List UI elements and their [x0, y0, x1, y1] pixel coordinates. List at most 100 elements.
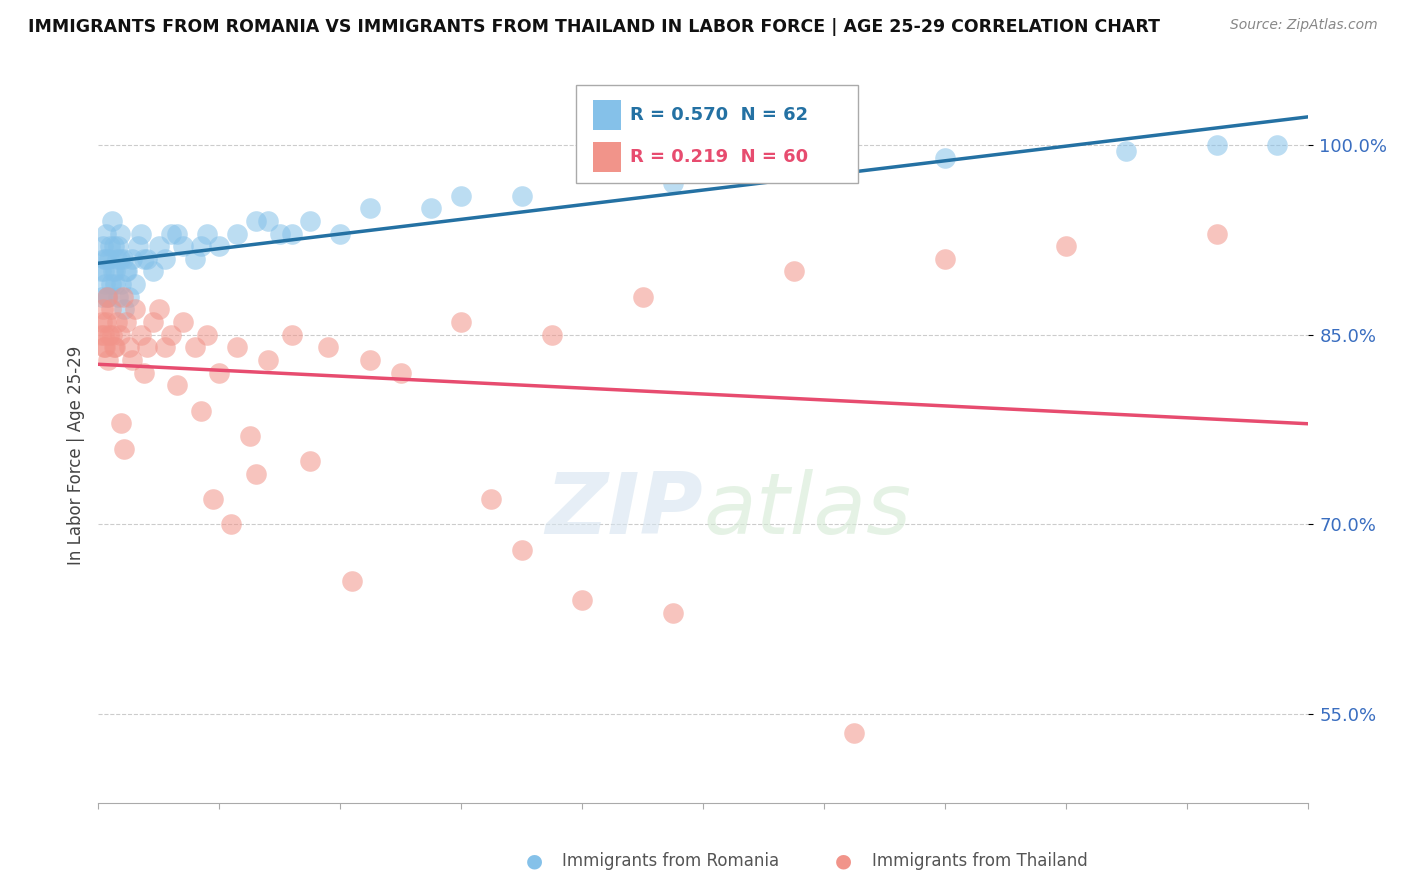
Point: [1054, 239, 1077, 253]
Point: [104, 340, 127, 354]
Point: [135, 252, 157, 266]
Point: [226, 227, 249, 241]
Y-axis label: In Labor Force | Age 25-29: In Labor Force | Age 25-29: [66, 345, 84, 565]
Point: [202, 492, 225, 507]
Text: Immigrants from Romania: Immigrants from Romania: [562, 852, 779, 870]
Point: [184, 340, 207, 354]
Point: [299, 214, 322, 228]
Point: [510, 542, 533, 557]
Point: [108, 252, 131, 266]
Point: [105, 252, 128, 266]
Point: [111, 290, 134, 304]
Point: [934, 252, 956, 266]
Point: [121, 353, 143, 368]
Point: [118, 290, 141, 304]
Point: [342, 574, 364, 589]
Point: [142, 315, 165, 329]
Text: atlas: atlas: [703, 469, 911, 552]
Point: [97, 290, 120, 304]
Point: [316, 340, 339, 354]
Point: [208, 366, 231, 380]
Point: [105, 315, 128, 329]
Point: [450, 188, 472, 202]
Point: [117, 264, 139, 278]
Point: [1267, 138, 1289, 153]
Point: [166, 378, 188, 392]
Point: [190, 239, 212, 253]
Text: R = 0.219  N = 60: R = 0.219 N = 60: [630, 148, 808, 166]
Text: R = 0.570  N = 62: R = 0.570 N = 62: [630, 106, 808, 124]
Point: [142, 264, 165, 278]
Point: [91, 290, 114, 304]
Point: [108, 227, 131, 241]
Point: [94, 340, 117, 354]
Point: [103, 340, 125, 354]
Text: ●: ●: [835, 851, 852, 871]
Text: Source: ZipAtlas.com: Source: ZipAtlas.com: [1230, 18, 1378, 32]
Point: [299, 454, 322, 468]
Point: [226, 340, 249, 354]
Point: [100, 214, 122, 228]
Point: [934, 151, 956, 165]
Point: [100, 277, 122, 292]
Point: [450, 315, 472, 329]
Point: [104, 264, 127, 278]
Point: [135, 340, 157, 354]
Point: [103, 239, 125, 253]
Point: [90, 327, 112, 342]
Point: [91, 302, 114, 317]
Text: ●: ●: [526, 851, 543, 871]
Point: [100, 327, 122, 342]
Point: [631, 290, 654, 304]
Point: [153, 340, 176, 354]
Point: [166, 227, 188, 241]
Point: [111, 252, 134, 266]
Point: [110, 277, 132, 292]
Point: [256, 353, 278, 368]
Point: [101, 264, 124, 278]
Point: [752, 163, 775, 178]
Point: [104, 277, 127, 292]
Point: [172, 315, 194, 329]
Text: Immigrants from Thailand: Immigrants from Thailand: [872, 852, 1087, 870]
Text: ZIP: ZIP: [546, 469, 703, 552]
Point: [112, 442, 135, 456]
Point: [98, 327, 121, 342]
Point: [93, 327, 115, 342]
Point: [110, 417, 132, 431]
Point: [93, 340, 115, 354]
Point: [389, 366, 412, 380]
Point: [661, 176, 683, 190]
Point: [100, 302, 122, 317]
Point: [118, 340, 141, 354]
Point: [132, 252, 155, 266]
Point: [281, 227, 304, 241]
Point: [148, 302, 170, 317]
Point: [195, 227, 218, 241]
Point: [239, 429, 262, 443]
Point: [245, 467, 267, 481]
Point: [94, 227, 117, 241]
Point: [93, 264, 115, 278]
Point: [97, 353, 120, 368]
Point: [184, 252, 207, 266]
Point: [98, 239, 121, 253]
Point: [96, 290, 118, 304]
Point: [540, 327, 562, 342]
Point: [124, 302, 146, 317]
Point: [93, 252, 115, 266]
Point: [571, 593, 593, 607]
Point: [96, 252, 118, 266]
Point: [91, 239, 114, 253]
Point: [221, 517, 243, 532]
Point: [107, 290, 129, 304]
Point: [112, 302, 135, 317]
Point: [195, 327, 218, 342]
Point: [245, 214, 267, 228]
Point: [114, 315, 136, 329]
Point: [96, 290, 118, 304]
Point: [208, 239, 231, 253]
Point: [129, 327, 152, 342]
Point: [160, 227, 183, 241]
Point: [94, 277, 117, 292]
